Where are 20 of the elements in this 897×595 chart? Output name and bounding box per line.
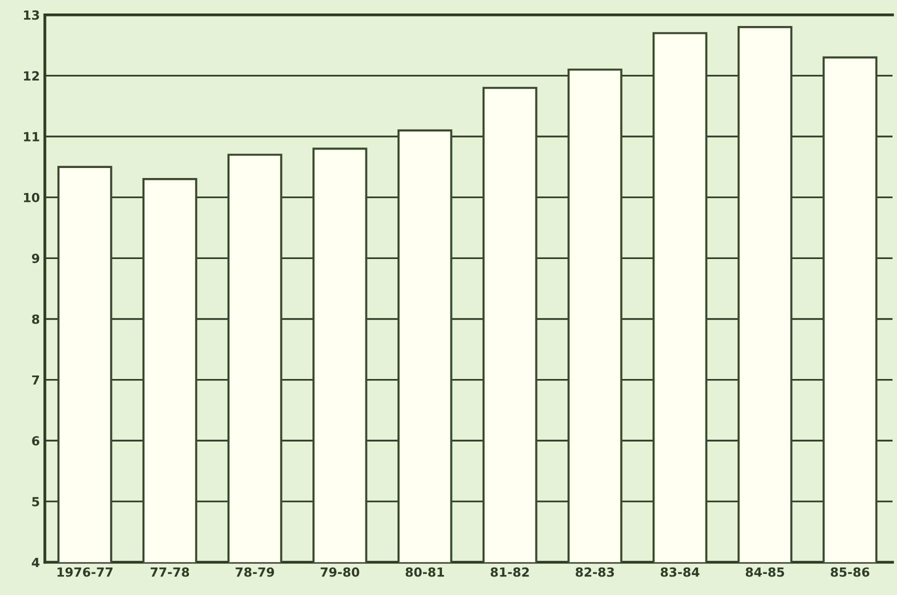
- x-tick-label: 85-86: [830, 567, 870, 577]
- y-tick-label: 8: [32, 314, 40, 324]
- y-tick-label: 13: [24, 10, 39, 20]
- y-tick-label: 9: [32, 254, 40, 264]
- x-tick-label: 78-79: [236, 567, 274, 577]
- x-tick-label: 81-82: [490, 567, 529, 577]
- x-tick-label: 80-81: [406, 567, 444, 577]
- x-tick-label: 77-78: [150, 567, 190, 577]
- y-tick-label: 4: [32, 558, 40, 568]
- x-tick-label: 1976-77: [58, 567, 113, 577]
- y-tick-label: 11: [24, 132, 40, 142]
- y-tick-label: 10: [24, 192, 40, 202]
- y-tick-label: 6: [32, 436, 40, 446]
- y-tick-label: 5: [32, 497, 40, 506]
- y-tick-label: 7: [32, 375, 39, 385]
- y-tick-label: 12: [24, 71, 39, 80]
- x-tick-label: 82-83: [576, 567, 614, 577]
- x-tick-label: 84-85: [746, 567, 784, 577]
- x-tick-label: 83-84: [660, 567, 700, 577]
- x-tick-label: 79-80: [320, 567, 360, 577]
